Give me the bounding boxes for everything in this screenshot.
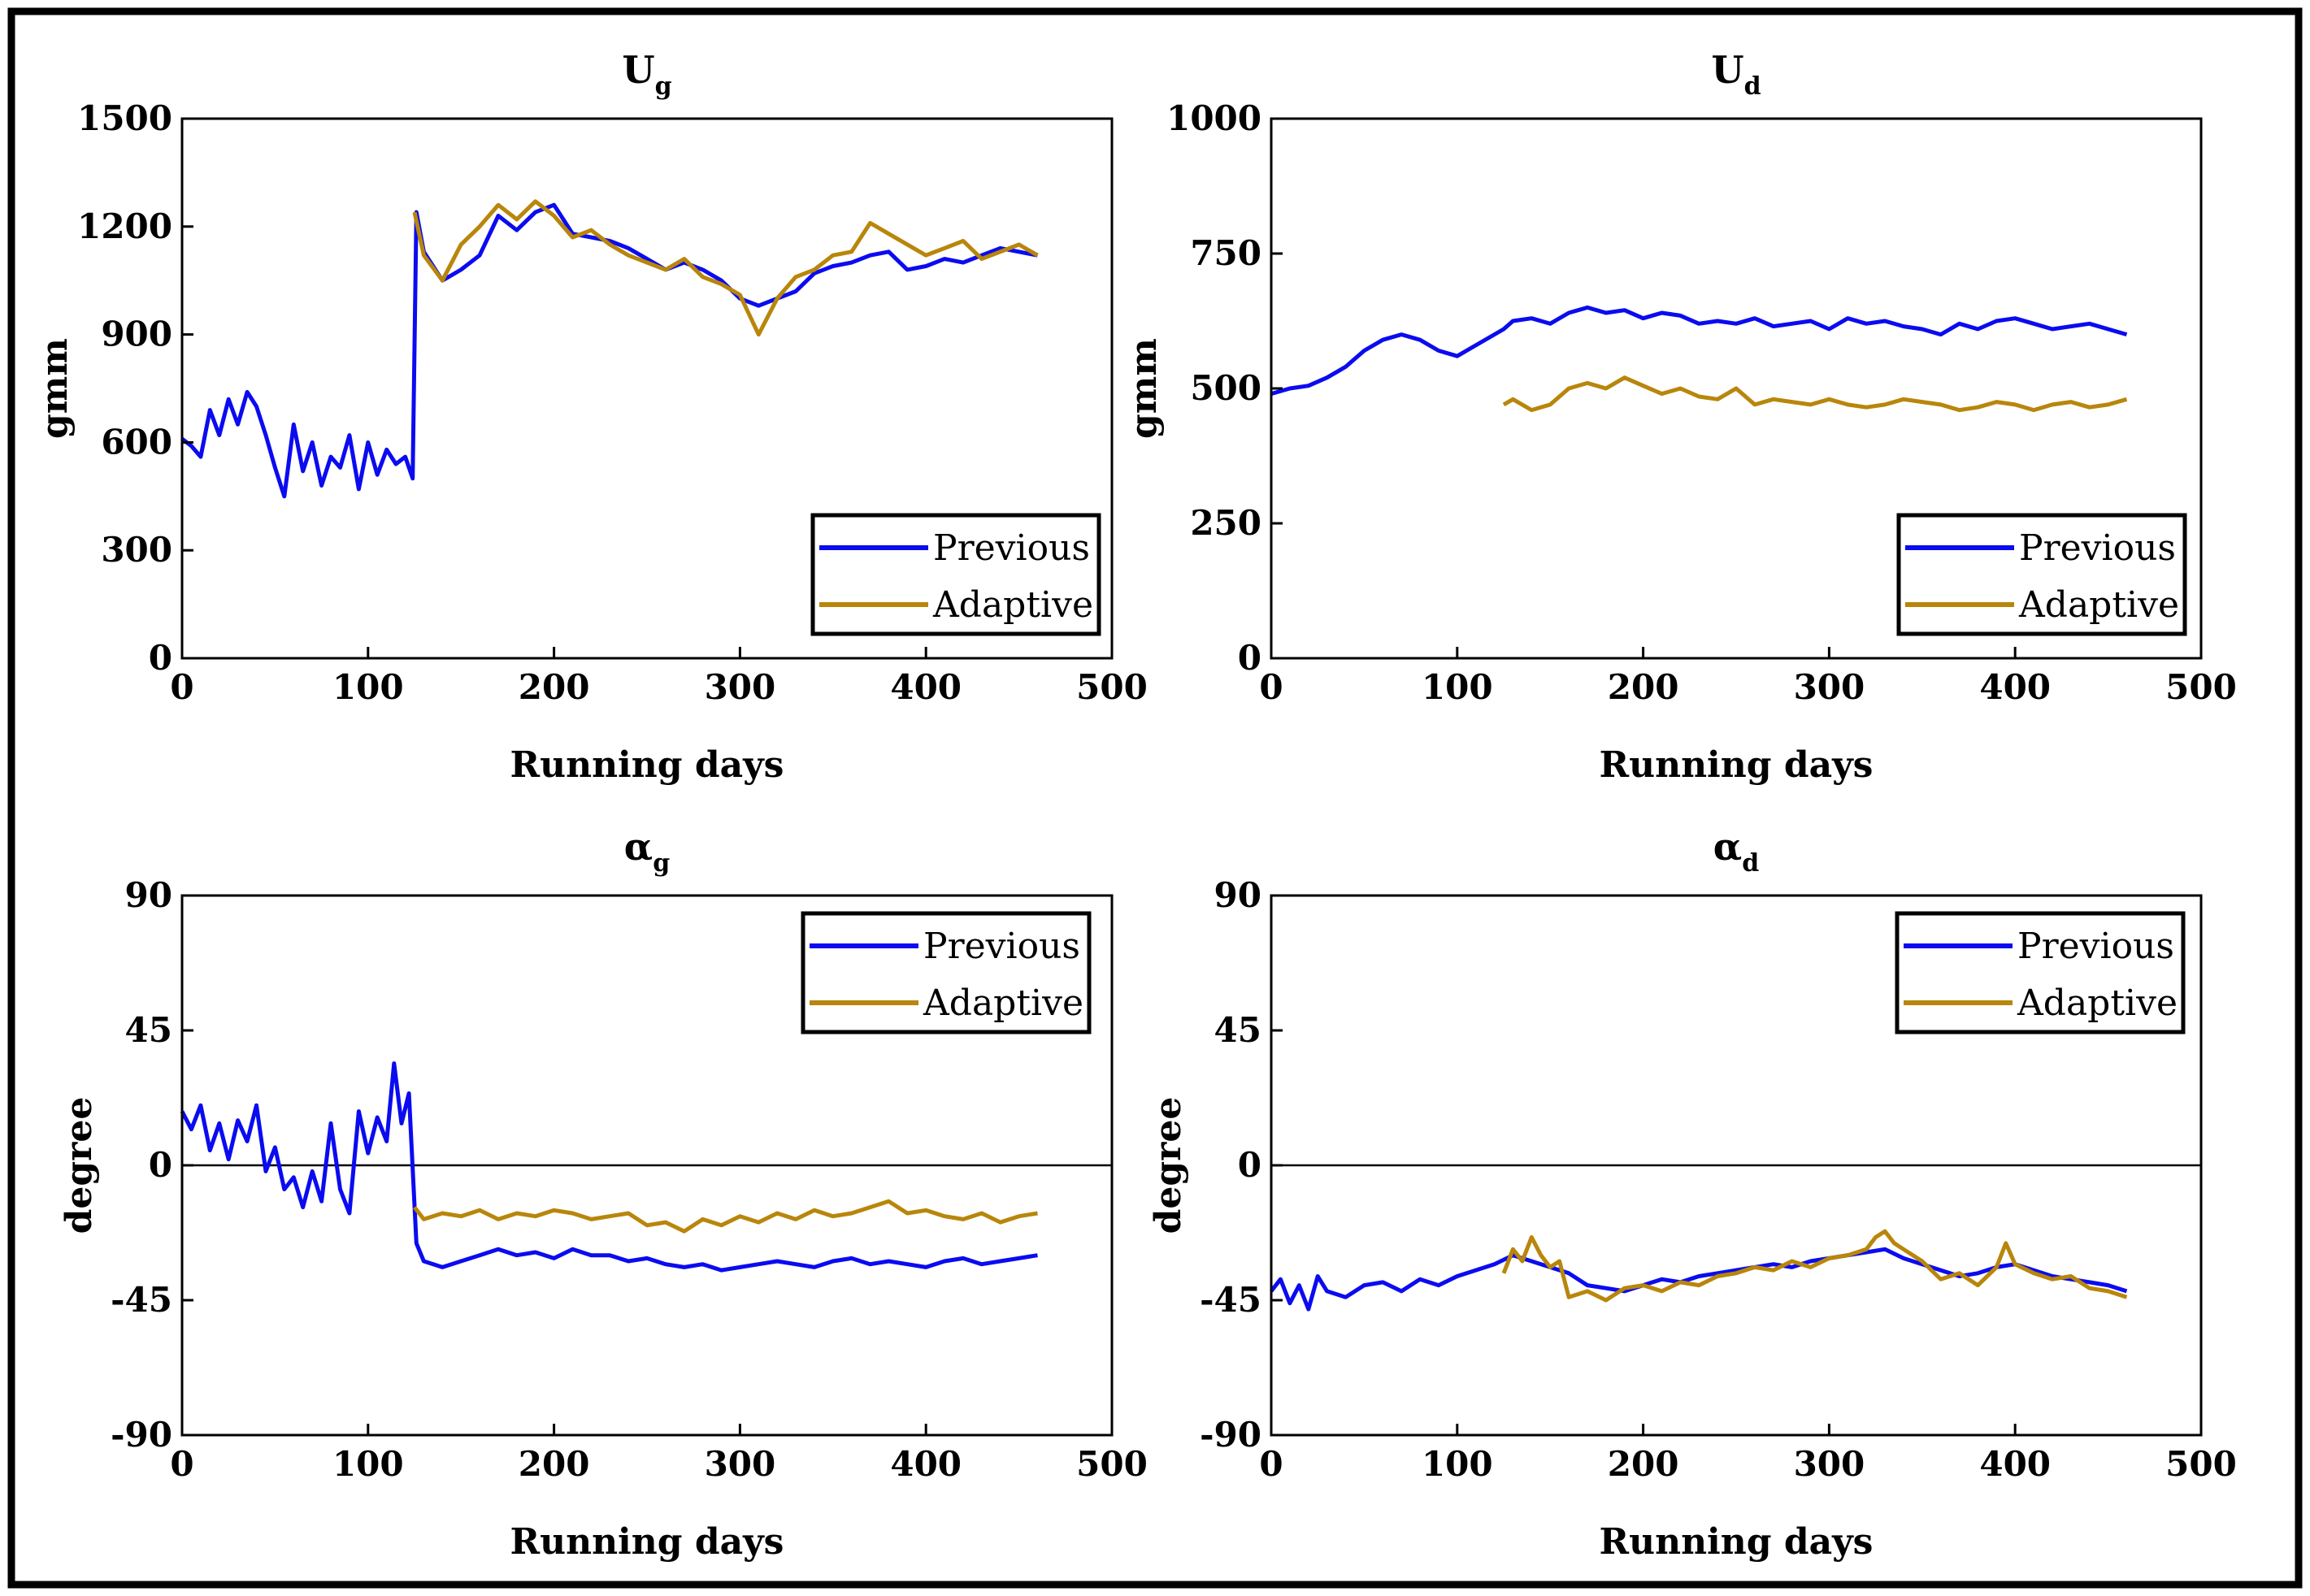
series-line-adaptive <box>1501 1229 2128 1303</box>
y-tick-label: 900 <box>101 314 172 354</box>
x-tick-label: 300 <box>705 1444 776 1484</box>
chart-title-main: α <box>624 825 653 869</box>
x-tick-label: 300 <box>1794 1444 1865 1484</box>
x-tick-label: 0 <box>170 1444 193 1484</box>
legend-label-adaptive: Adaptive <box>2017 982 2178 1024</box>
x-tick-label: 500 <box>2165 1444 2237 1484</box>
y-tick-label: 45 <box>1214 1010 1261 1050</box>
y-axis-label: gmm <box>34 338 76 439</box>
y-tick-label: 750 <box>1190 233 1261 273</box>
y-axis-label: degree <box>1148 1097 1189 1234</box>
x-tick-label: 100 <box>1422 1444 1493 1484</box>
y-tick-label: -90 <box>1200 1415 1261 1455</box>
series-line-previous <box>1270 1247 2128 1312</box>
y-tick-label: 0 <box>1238 638 1261 678</box>
y-tick-label: 250 <box>1190 503 1261 543</box>
x-tick-label: 400 <box>890 667 962 707</box>
x-tick-label: 100 <box>332 1444 404 1484</box>
legend-box <box>1896 513 2187 636</box>
x-tick-label: 400 <box>890 1444 962 1484</box>
legend-label-adaptive: Adaptive <box>932 584 1093 626</box>
x-tick-label: 300 <box>1794 667 1865 707</box>
x-axis-label: Running days <box>1600 1521 1874 1563</box>
plot-area-frame <box>180 117 1114 660</box>
legend-label-previous: Previous <box>933 527 1090 569</box>
x-tick-label: 0 <box>1259 667 1283 707</box>
series-line-previous <box>180 1061 1038 1273</box>
chart-panel-1: 0 100 200 300 400 500 0 300 600 900 1200 1500 Ug Runn… <box>34 48 1148 786</box>
y-tick-label: 0 <box>1238 1145 1261 1185</box>
legend-label-previous: Previous <box>2017 926 2174 967</box>
y-tick-label: 600 <box>101 422 172 462</box>
y-tick-label: 300 <box>101 530 172 570</box>
y-tick-label: -45 <box>111 1280 172 1320</box>
legend-box <box>810 513 1101 636</box>
y-tick-label: 500 <box>1190 368 1261 408</box>
figure-border <box>7 7 2303 1589</box>
x-tick-label: 200 <box>1608 1444 1679 1484</box>
legend-box <box>1895 911 2186 1034</box>
x-axis-label: Running days <box>1600 744 1874 786</box>
y-tick-label: 90 <box>125 875 172 915</box>
chart-panel-2: 0 100 200 300 400 500 0 250 500 750 1000 Ud Running … <box>1123 48 2237 786</box>
chart-title: αd <box>1713 825 1759 878</box>
x-tick-label: 300 <box>705 667 776 707</box>
y-tick-label: 90 <box>1214 875 1261 915</box>
chart-title: Ud <box>1711 48 1761 101</box>
x-axis-label: Running days <box>510 744 784 786</box>
y-tick-label: 0 <box>149 1145 172 1185</box>
chart-title-main: U <box>622 48 654 92</box>
chart-title-main: U <box>1711 48 1743 92</box>
legend: Previous Adaptive <box>1895 911 2186 1034</box>
legend-label-previous: Previous <box>923 926 1080 967</box>
series-line-adaptive <box>413 1199 1038 1234</box>
x-tick-label: 100 <box>332 667 404 707</box>
y-axis-label: degree <box>59 1097 100 1234</box>
chart-panel-3: 0 100 200 300 400 500 -90 -45 0 45 90 αg Running day… <box>59 825 1148 1563</box>
y-axis-label: gmm <box>1123 338 1165 439</box>
chart-panel-4: 0 100 200 300 400 500 -90 -45 0 45 90 αd Running day… <box>1148 825 2237 1563</box>
legend: Previous Adaptive <box>810 513 1101 636</box>
x-tick-label: 100 <box>1422 667 1493 707</box>
y-tick-label: 1000 <box>1166 98 1261 138</box>
x-tick-label: 400 <box>1979 667 2051 707</box>
y-tick-label: -90 <box>111 1415 172 1455</box>
chart-title-subscript: g <box>655 72 672 101</box>
x-tick-label: 200 <box>1608 667 1679 707</box>
x-tick-label: 500 <box>2165 667 2237 707</box>
legend-label-adaptive: Adaptive <box>923 982 1083 1024</box>
chart-title-main: α <box>1713 825 1742 869</box>
x-tick-label: 500 <box>1076 667 1148 707</box>
x-tick-label: 200 <box>519 1444 590 1484</box>
series-line-previous <box>180 202 1038 499</box>
legend: Previous Adaptive <box>801 911 1092 1034</box>
x-tick-label: 200 <box>519 667 590 707</box>
y-tick-label: 45 <box>125 1010 172 1050</box>
y-tick-label: 0 <box>149 638 172 678</box>
chart-title-subscript: d <box>1742 849 1759 878</box>
legend-box <box>801 911 1092 1034</box>
chart-title-subscript: d <box>1744 72 1761 101</box>
x-tick-label: 0 <box>1259 1444 1283 1484</box>
chart-title-subscript: g <box>653 849 670 878</box>
legend-label-adaptive: Adaptive <box>2018 584 2179 626</box>
x-tick-label: 500 <box>1076 1444 1148 1484</box>
x-axis-label: Running days <box>510 1521 784 1563</box>
chart-title: Ug <box>622 48 671 101</box>
panels: 0 100 200 300 400 500030060090012001500UgRunn… <box>34 48 2237 1563</box>
series-line-adaptive <box>1502 375 2128 413</box>
y-tick-label: 1200 <box>77 206 172 246</box>
legend: Previous Adaptive <box>1896 513 2187 636</box>
series-line-previous <box>1270 305 2128 397</box>
chart-title: αg <box>624 825 670 878</box>
legend-label-previous: Previous <box>2019 527 2176 569</box>
y-tick-label: -45 <box>1200 1280 1261 1320</box>
series-line-adaptive <box>412 199 1039 337</box>
x-tick-label: 0 <box>170 667 193 707</box>
x-tick-label: 400 <box>1979 1444 2051 1484</box>
y-tick-label: 1500 <box>77 98 172 138</box>
